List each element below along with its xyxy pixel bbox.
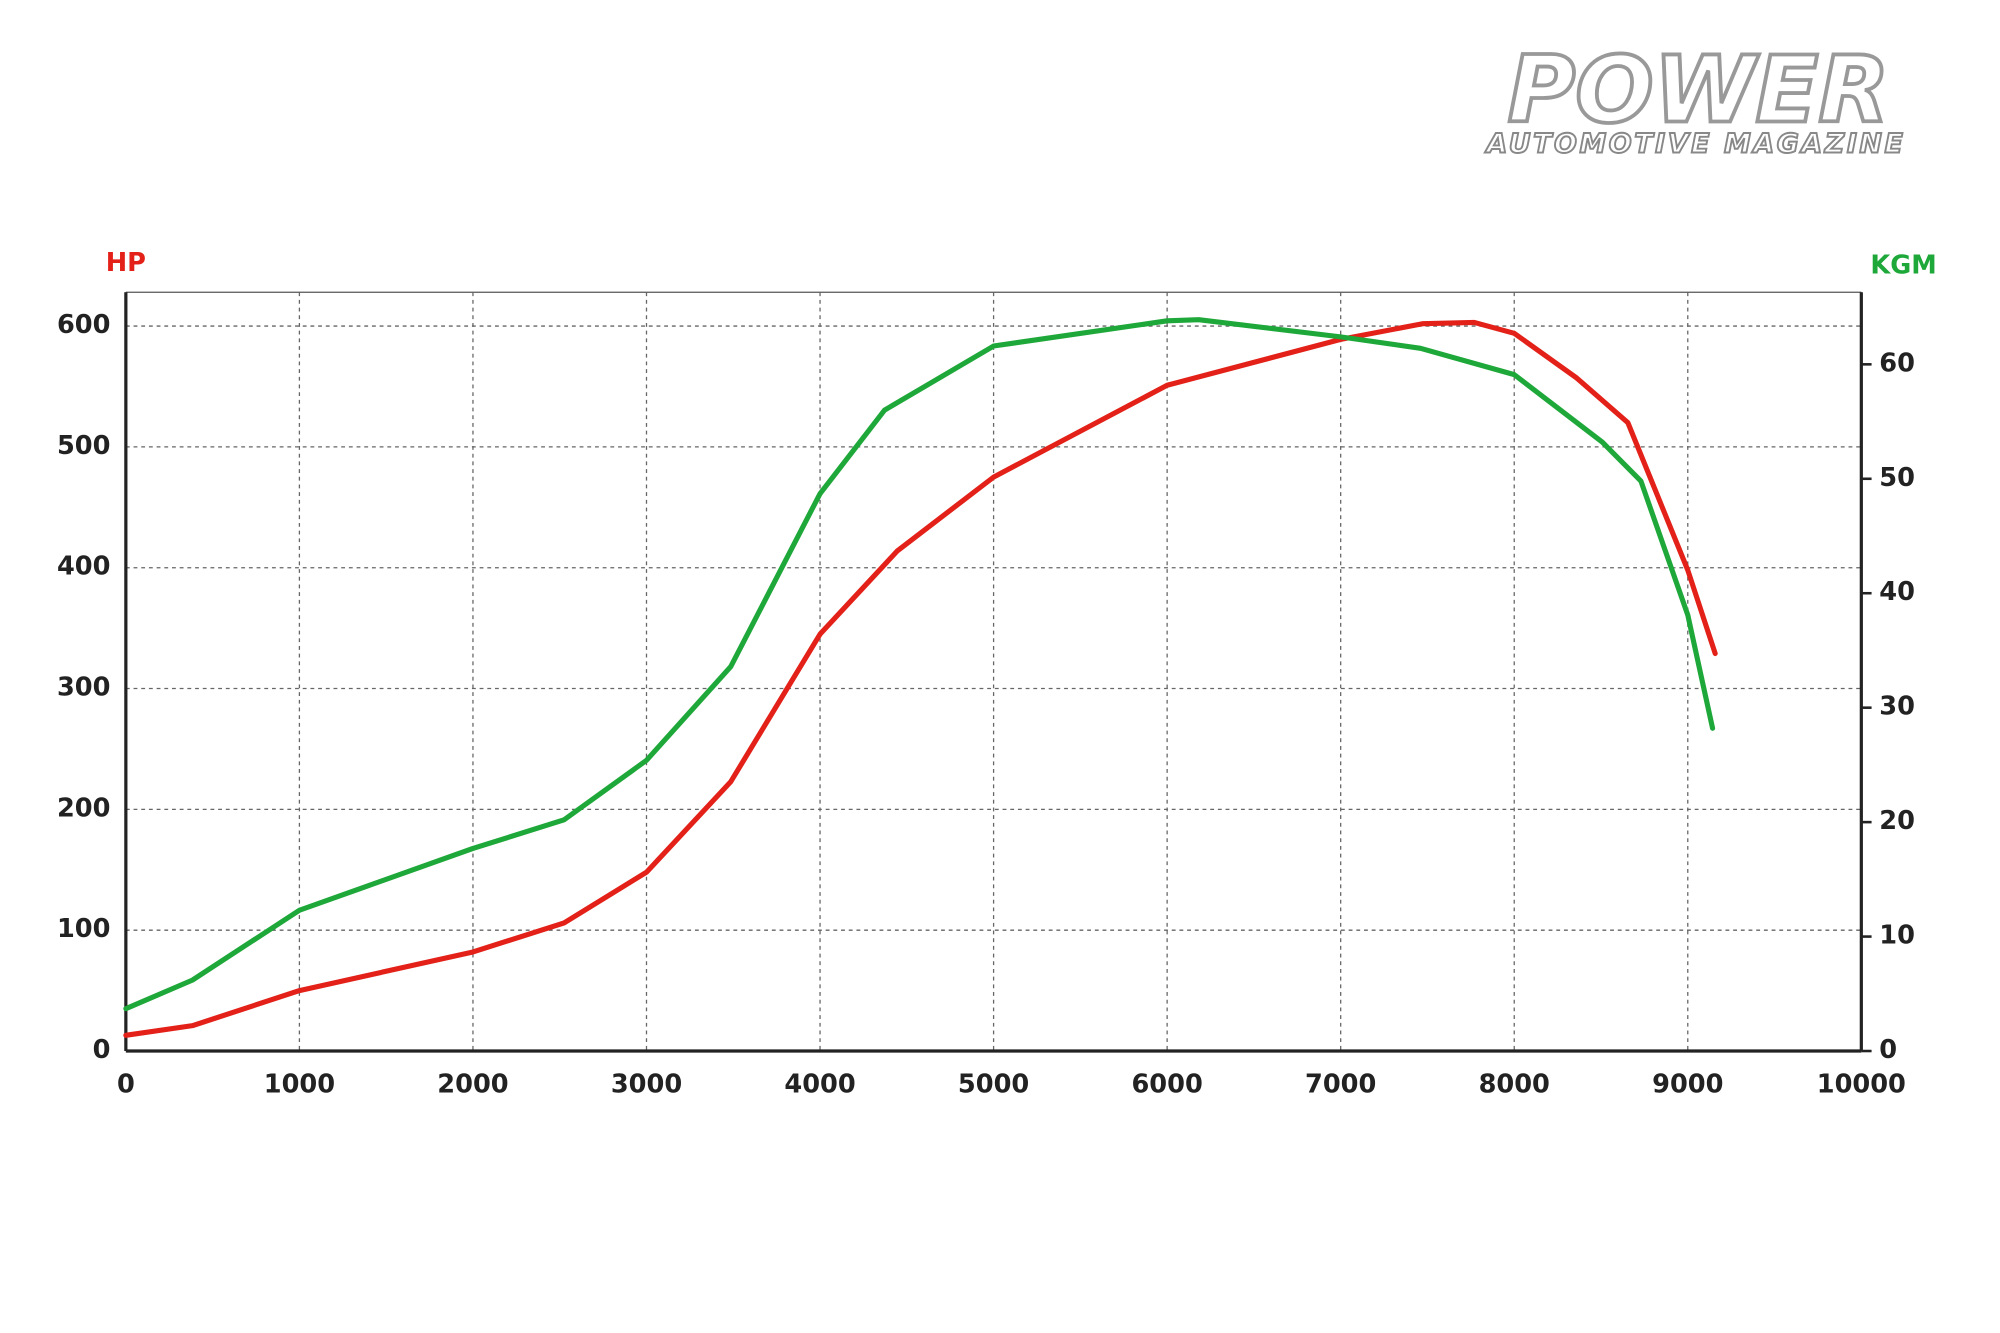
y-tick-label: 600 [57,310,111,340]
y2-tick-label: 30 [1879,692,1915,722]
x-tick-label: 2000 [437,1070,508,1100]
y2-tick-label: 40 [1879,577,1915,607]
x-tick-label: 0 [117,1070,135,1100]
x-tick-label: 7000 [1305,1070,1376,1100]
y2-tick-label: 60 [1879,348,1915,378]
y-tick-label: 500 [57,431,111,461]
y-tick-label: 0 [93,1035,111,1065]
y-axis-label: HP [106,248,146,278]
y2-tick-label: 0 [1879,1035,1897,1065]
y-tick-label: 300 [57,673,111,703]
x-tick-label: 10000 [1817,1070,1906,1100]
x-tick-label: 6000 [1131,1070,1202,1100]
y2-tick-label: 50 [1879,463,1915,493]
logo-title: POWER [1508,36,1890,144]
x-tick-label: 1000 [264,1070,335,1100]
logo-subtitle: AUTOMOTIVE MAGAZINE [1485,128,1906,159]
y-tick-label: 100 [57,914,111,944]
y2-tick-label: 10 [1879,921,1915,951]
series-line [123,319,1718,1038]
y2-tick-label: 20 [1879,806,1915,836]
y-tick-label: 200 [57,793,111,823]
x-tick-label: 8000 [1479,1070,1550,1100]
x-tick-label: 3000 [611,1070,682,1100]
x-tick-label: 4000 [784,1070,855,1100]
y2-axis-label: KGM [1870,251,1936,281]
x-tick-label: 9000 [1652,1070,1723,1100]
series-line [123,317,1716,1012]
y-tick-label: 400 [57,552,111,582]
x-tick-label: 5000 [958,1070,1029,1100]
